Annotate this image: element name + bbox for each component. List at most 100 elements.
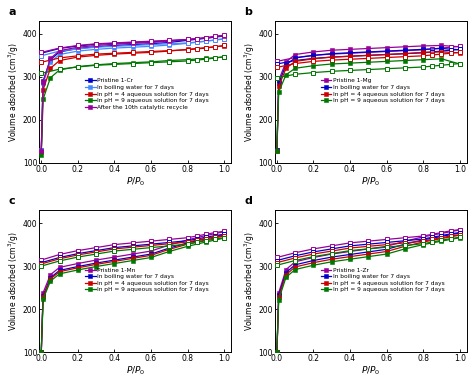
Pristine 1-Zr <box>274 350 280 354</box>
Line: In pH = 9 aqueous solution for 7 days: In pH = 9 aqueous solution for 7 days <box>275 57 462 152</box>
Pristine 1-Mg <box>384 45 390 50</box>
After the 10th catalytic recycle <box>221 33 227 38</box>
In pH = 4 aqueous solution for 7 days <box>185 242 191 247</box>
Pristine 1-Mn <box>148 249 154 253</box>
In boiling water for 7 days <box>347 252 353 257</box>
In pH = 4 aqueous solution for 7 days <box>310 56 316 61</box>
In boiling water for 7 days <box>40 81 46 86</box>
Line: In pH = 9 aqueous solution for 7 days: In pH = 9 aqueous solution for 7 days <box>39 55 226 157</box>
In pH = 4 aqueous solution for 7 days <box>274 350 280 354</box>
In pH = 9 aqueous solution for 7 days <box>457 62 463 66</box>
In pH = 4 aqueous solution for 7 days <box>438 50 444 54</box>
Pristine 1-Mn <box>40 290 46 295</box>
In boiling water for 7 days <box>402 242 408 247</box>
After the 10th catalytic recycle <box>40 80 46 84</box>
In pH = 4 aqueous solution for 7 days <box>384 249 390 254</box>
In pH = 9 aqueous solution for 7 days <box>274 149 280 153</box>
In pH = 4 aqueous solution for 7 days <box>47 66 53 71</box>
In boiling water for 7 days <box>185 240 191 245</box>
Pristine 1-Mn <box>75 261 81 266</box>
Line: In pH = 4 aqueous solution for 7 days: In pH = 4 aqueous solution for 7 days <box>275 50 462 152</box>
In boiling water for 7 days <box>276 81 282 86</box>
Pristine 1-Zr <box>457 228 463 232</box>
In boiling water for 7 days <box>402 48 408 53</box>
Pristine 1-Mg <box>365 46 371 51</box>
Pristine 1-Zr <box>310 255 316 260</box>
In pH = 4 aqueous solution for 7 days <box>148 50 154 55</box>
In pH = 9 aqueous solution for 7 days <box>75 64 81 69</box>
Line: In boiling water for 7 days: In boiling water for 7 days <box>275 47 462 152</box>
In boiling water for 7 days <box>420 47 426 52</box>
In pH = 9 aqueous solution for 7 days <box>111 61 117 66</box>
In boiling water for 7 days <box>310 53 316 58</box>
In pH = 4 aqueous solution for 7 days <box>283 272 289 277</box>
In pH = 4 aqueous solution for 7 days <box>40 295 46 300</box>
In boiling water for 7 days <box>75 49 81 53</box>
Legend: Pristine 1-Cr, In boiling water for 7 days, In pH = 4 aqueous solution for 7 day: Pristine 1-Cr, In boiling water for 7 da… <box>84 78 210 110</box>
Pristine 1-Mn <box>111 255 117 259</box>
In boiling water for 7 days <box>365 250 371 254</box>
Line: Pristine 1-Mg: Pristine 1-Mg <box>275 44 462 152</box>
Pristine 1-Cr <box>166 40 172 45</box>
In pH = 4 aqueous solution for 7 days <box>329 55 335 60</box>
In pH = 4 aqueous solution for 7 days <box>365 252 371 257</box>
Pristine 1-Mn <box>130 252 136 257</box>
In pH = 9 aqueous solution for 7 days <box>75 268 81 272</box>
Pristine 1-Cr <box>203 36 209 40</box>
In boiling water for 7 days <box>274 350 280 354</box>
Pristine 1-Mn <box>221 229 227 234</box>
Pristine 1-Cr <box>185 38 191 43</box>
In pH = 9 aqueous solution for 7 days <box>38 350 44 354</box>
In pH = 4 aqueous solution for 7 days <box>274 149 280 153</box>
In boiling water for 7 days <box>438 46 444 51</box>
Text: b: b <box>244 7 252 17</box>
In boiling water for 7 days <box>166 246 172 250</box>
Line: In boiling water for 7 days: In boiling water for 7 days <box>39 233 226 354</box>
In pH = 4 aqueous solution for 7 days <box>402 51 408 56</box>
In pH = 4 aqueous solution for 7 days <box>347 254 353 259</box>
Pristine 1-Mn <box>185 238 191 242</box>
In pH = 9 aqueous solution for 7 days <box>438 239 444 243</box>
After the 10th catalytic recycle <box>111 42 117 46</box>
In pH = 4 aqueous solution for 7 days <box>111 52 117 56</box>
Pristine 1-Mg <box>274 148 280 152</box>
After the 10th catalytic recycle <box>38 149 44 153</box>
After the 10th catalytic recycle <box>75 45 81 50</box>
Pristine 1-Cr <box>130 42 136 47</box>
In boiling water for 7 days <box>130 45 136 50</box>
In boiling water for 7 days <box>221 232 227 237</box>
Line: After the 10th catalytic recycle: After the 10th catalytic recycle <box>39 34 226 152</box>
Pristine 1-Mg <box>310 50 316 54</box>
In pH = 9 aqueous solution for 7 days <box>148 60 154 64</box>
Y-axis label: Volume adsorbed (cm$^3$/g): Volume adsorbed (cm$^3$/g) <box>243 232 257 331</box>
Pristine 1-Zr <box>384 244 390 248</box>
Legend: Pristine 1-Zr, In boiling water for 7 days, In pH = 4 aqueous solution for 7 day: Pristine 1-Zr, In boiling water for 7 da… <box>320 267 446 293</box>
In pH = 9 aqueous solution for 7 days <box>185 244 191 248</box>
In pH = 4 aqueous solution for 7 days <box>384 52 390 57</box>
In pH = 9 aqueous solution for 7 days <box>47 75 53 80</box>
After the 10th catalytic recycle <box>203 35 209 40</box>
In boiling water for 7 days <box>292 56 298 60</box>
In boiling water for 7 days <box>384 247 390 252</box>
Pristine 1-Zr <box>420 235 426 239</box>
In boiling water for 7 days <box>47 60 53 64</box>
In boiling water for 7 days <box>203 236 209 241</box>
Pristine 1-Zr <box>276 290 282 295</box>
In pH = 4 aqueous solution for 7 days <box>130 51 136 56</box>
In pH = 4 aqueous solution for 7 days <box>148 253 154 258</box>
In pH = 9 aqueous solution for 7 days <box>276 89 282 94</box>
In pH = 4 aqueous solution for 7 days <box>185 47 191 52</box>
In pH = 4 aqueous solution for 7 days <box>276 295 282 300</box>
Pristine 1-Zr <box>365 247 371 251</box>
In boiling water for 7 days <box>38 350 44 354</box>
Line: In boiling water for 7 days: In boiling water for 7 days <box>275 231 462 354</box>
In boiling water for 7 days <box>283 63 289 67</box>
In pH = 4 aqueous solution for 7 days <box>93 53 99 58</box>
Y-axis label: Volume adsorbed (cm$^3$/g): Volume adsorbed (cm$^3$/g) <box>243 42 257 142</box>
In boiling water for 7 days <box>283 270 289 275</box>
In pH = 4 aqueous solution for 7 days <box>221 234 227 238</box>
In pH = 4 aqueous solution for 7 days <box>57 58 63 63</box>
In pH = 9 aqueous solution for 7 days <box>276 297 282 302</box>
Pristine 1-Mg <box>283 60 289 64</box>
In pH = 4 aqueous solution for 7 days <box>111 259 117 264</box>
